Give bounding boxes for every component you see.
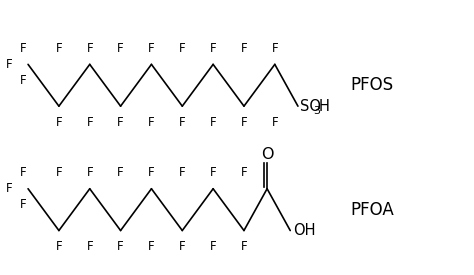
Text: PFOS: PFOS xyxy=(350,76,393,94)
Text: F: F xyxy=(6,58,13,71)
Text: F: F xyxy=(148,116,155,129)
Text: H: H xyxy=(319,99,330,114)
Text: OH: OH xyxy=(293,223,315,238)
Text: F: F xyxy=(6,182,13,195)
Text: F: F xyxy=(86,240,93,253)
Text: F: F xyxy=(117,116,124,129)
Text: F: F xyxy=(148,240,155,253)
Text: F: F xyxy=(148,42,155,55)
Text: F: F xyxy=(55,42,62,55)
Text: O: O xyxy=(261,147,273,162)
Text: F: F xyxy=(148,166,155,179)
Text: 3: 3 xyxy=(313,106,320,116)
Text: F: F xyxy=(241,166,247,179)
Text: F: F xyxy=(179,240,186,253)
Text: F: F xyxy=(241,240,247,253)
Text: F: F xyxy=(272,42,278,55)
Text: F: F xyxy=(55,116,62,129)
Text: F: F xyxy=(20,74,27,87)
Text: F: F xyxy=(55,166,62,179)
Text: F: F xyxy=(86,116,93,129)
Text: PFOA: PFOA xyxy=(350,201,394,219)
Text: F: F xyxy=(20,166,27,179)
Text: F: F xyxy=(179,116,186,129)
Text: F: F xyxy=(210,240,217,253)
Text: F: F xyxy=(272,116,278,129)
Text: F: F xyxy=(179,42,186,55)
Text: F: F xyxy=(241,42,247,55)
Text: SO: SO xyxy=(300,99,321,114)
Text: F: F xyxy=(86,42,93,55)
Text: F: F xyxy=(241,116,247,129)
Text: F: F xyxy=(20,42,27,55)
Text: F: F xyxy=(86,166,93,179)
Text: F: F xyxy=(55,240,62,253)
Text: F: F xyxy=(210,166,217,179)
Text: F: F xyxy=(210,116,217,129)
Text: F: F xyxy=(117,166,124,179)
Text: F: F xyxy=(117,42,124,55)
Text: F: F xyxy=(179,166,186,179)
Text: F: F xyxy=(210,42,217,55)
Text: F: F xyxy=(117,240,124,253)
Text: F: F xyxy=(20,198,27,211)
